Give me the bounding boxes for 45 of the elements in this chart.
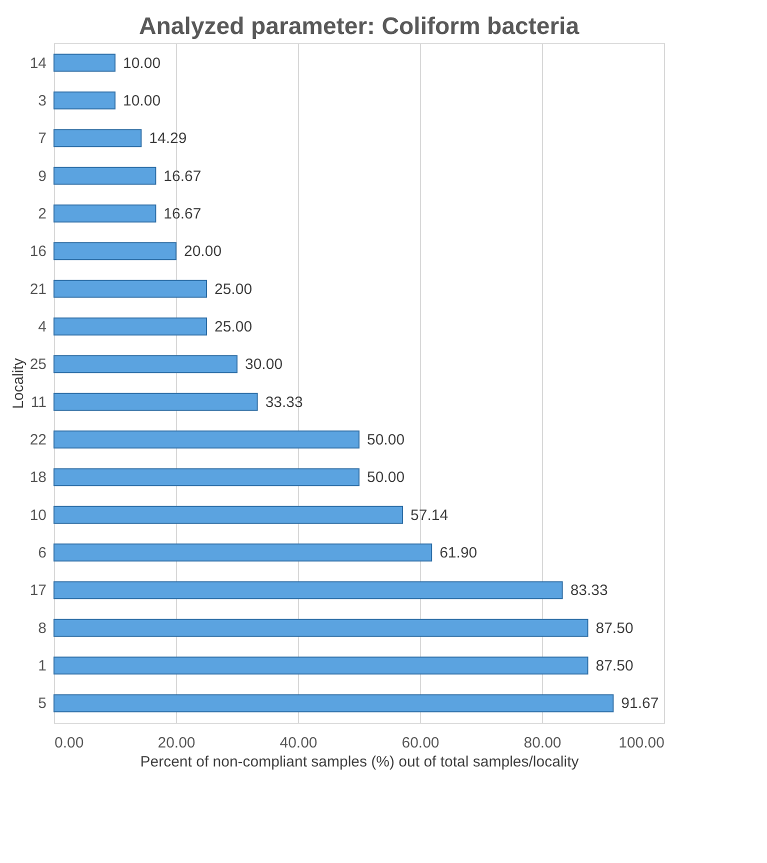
data-label: 10.00: [123, 54, 161, 72]
y-tick-label: 7: [38, 130, 46, 148]
y-tick-label: 6: [38, 544, 46, 562]
x-tick-label: 20.00: [158, 734, 196, 752]
y-tick-label: 11: [30, 394, 46, 411]
data-label: 30.00: [245, 356, 283, 374]
data-label: 61.90: [440, 544, 478, 562]
data-label: 50.00: [367, 432, 405, 449]
data-label: 87.50: [596, 620, 634, 637]
x-axis-title: Percent of non-compliant samples (%) out of total samples/locality: [140, 754, 580, 770]
data-label: 16.67: [164, 205, 202, 222]
x-tick-label: 60.00: [402, 734, 440, 752]
data-label: 25.00: [214, 318, 252, 336]
data-label: 25.00: [214, 280, 252, 298]
data-label: 87.50: [596, 658, 634, 675]
y-tick-label: 22: [30, 432, 46, 449]
data-label: 57.14: [410, 506, 448, 524]
data-label: 33.33: [265, 394, 303, 411]
data-label: 16.67: [164, 168, 202, 185]
data-label: 91.67: [621, 695, 659, 712]
y-tick-label: 25: [30, 356, 46, 374]
data-label: 10.00: [123, 92, 161, 110]
y-tick-label: 4: [38, 318, 46, 336]
chart-title: Analyzed parameter: Coliform bacteria: [138, 13, 580, 40]
data-label: 50.00: [367, 469, 405, 486]
y-tick-label: 3: [38, 92, 46, 110]
x-tick-label: 80.00: [524, 734, 562, 752]
y-tick-label: 10: [30, 506, 46, 524]
y-tick-label: 8: [38, 620, 46, 637]
y-tick-label: 16: [30, 243, 46, 260]
data-label: 20.00: [184, 243, 222, 260]
x-tick-label: 40.00: [280, 734, 318, 752]
y-tick-label: 2: [38, 205, 46, 222]
y-tick-label: 17: [30, 582, 46, 600]
y-axis-title: Locality: [10, 358, 27, 409]
y-tick-label: 18: [30, 469, 46, 486]
y-tick-label: 1: [38, 658, 46, 675]
y-tick-label: 14: [30, 54, 46, 72]
y-tick-label: 5: [38, 695, 46, 712]
data-label: 83.33: [570, 582, 608, 600]
x-tick-label: 100.00: [618, 734, 664, 752]
x-tick-label: 0.00: [54, 734, 84, 752]
y-tick-label: 21: [30, 280, 46, 298]
data-label: 14.29: [149, 130, 187, 148]
y-tick-label: 9: [38, 168, 46, 185]
